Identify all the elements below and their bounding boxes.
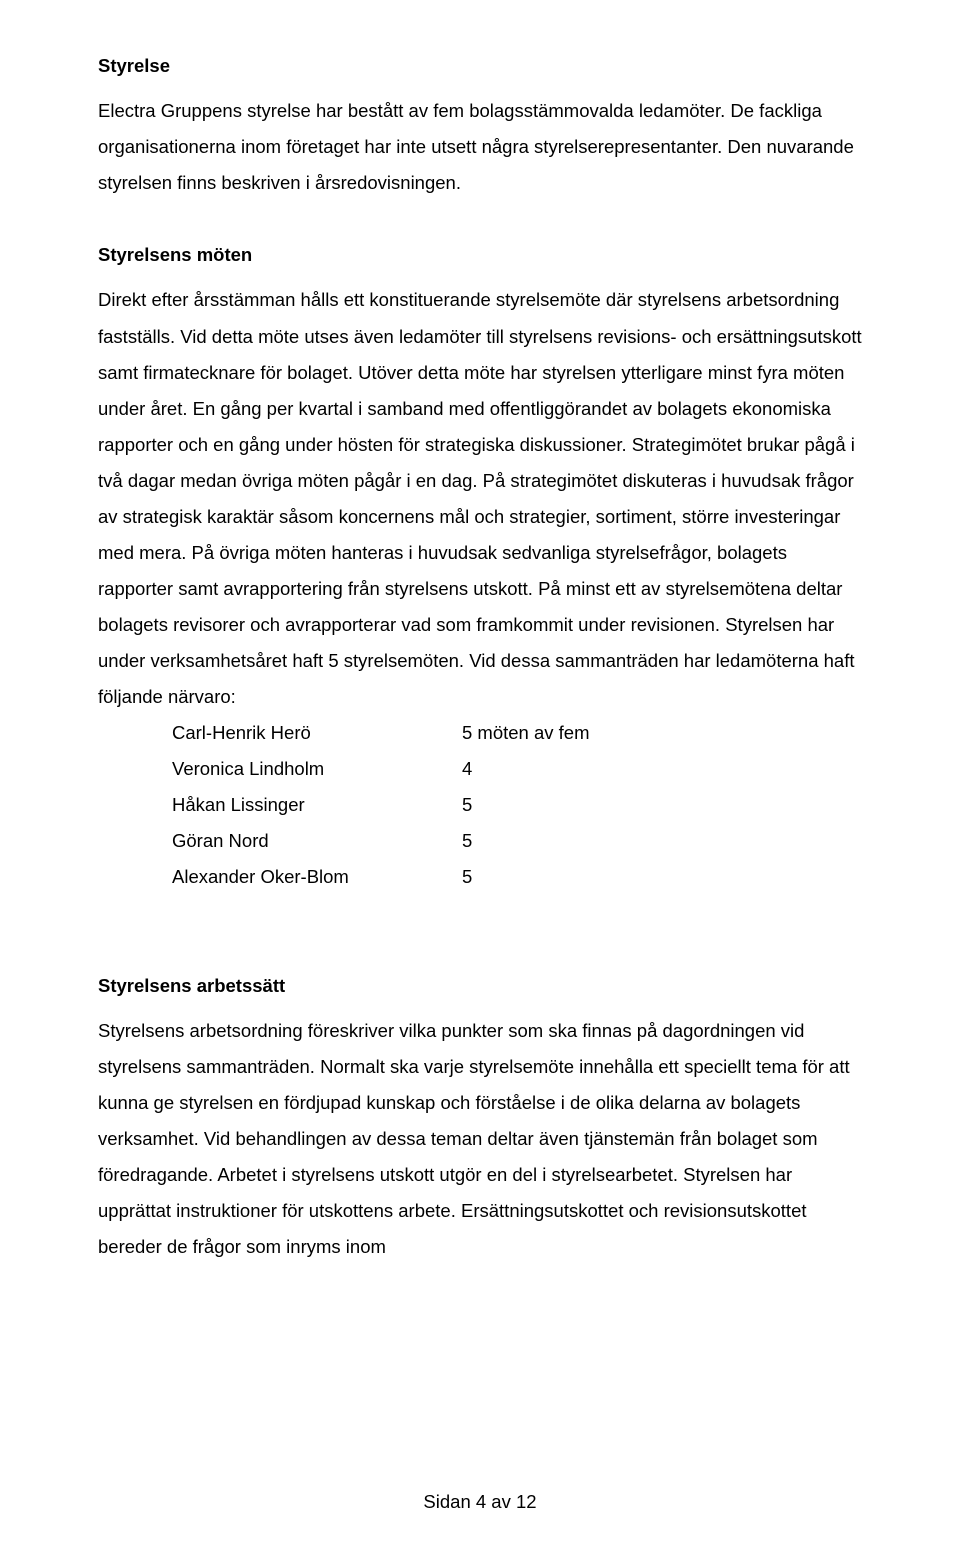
attendance-name: Håkan Lissinger (172, 787, 462, 823)
attendance-name: Carl-Henrik Herö (172, 715, 462, 751)
attendance-name: Veronica Lindholm (172, 751, 462, 787)
attendance-name: Alexander Oker-Blom (172, 859, 462, 895)
attendance-row: Alexander Oker-Blom 5 (172, 859, 862, 895)
document-page: Styrelse Electra Gruppens styrelse har b… (0, 0, 960, 1543)
heading-styrelsens-arbetssatt: Styrelsens arbetssätt (98, 968, 862, 1003)
para-styrelsens-moten: Direkt efter årsstämman hålls ett konsti… (98, 282, 862, 715)
attendance-name: Göran Nord (172, 823, 462, 859)
attendance-value: 4 (462, 751, 472, 787)
attendance-value: 5 möten av fem (462, 715, 590, 751)
attendance-row: Göran Nord 5 (172, 823, 862, 859)
attendance-value: 5 (462, 859, 472, 895)
page-footer: Sidan 4 av 12 (0, 1491, 960, 1513)
attendance-row: Veronica Lindholm 4 (172, 751, 862, 787)
para-styrelse: Electra Gruppens styrelse har bestått av… (98, 93, 862, 201)
heading-styrelsens-moten: Styrelsens möten (98, 237, 862, 272)
attendance-value: 5 (462, 823, 472, 859)
heading-styrelse: Styrelse (98, 48, 862, 83)
attendance-row: Carl-Henrik Herö 5 möten av fem (172, 715, 862, 751)
attendance-value: 5 (462, 787, 472, 823)
para-styrelsens-arbetssatt: Styrelsens arbetsordning föreskriver vil… (98, 1013, 862, 1265)
attendance-list: Carl-Henrik Herö 5 möten av fem Veronica… (172, 715, 862, 895)
attendance-row: Håkan Lissinger 5 (172, 787, 862, 823)
